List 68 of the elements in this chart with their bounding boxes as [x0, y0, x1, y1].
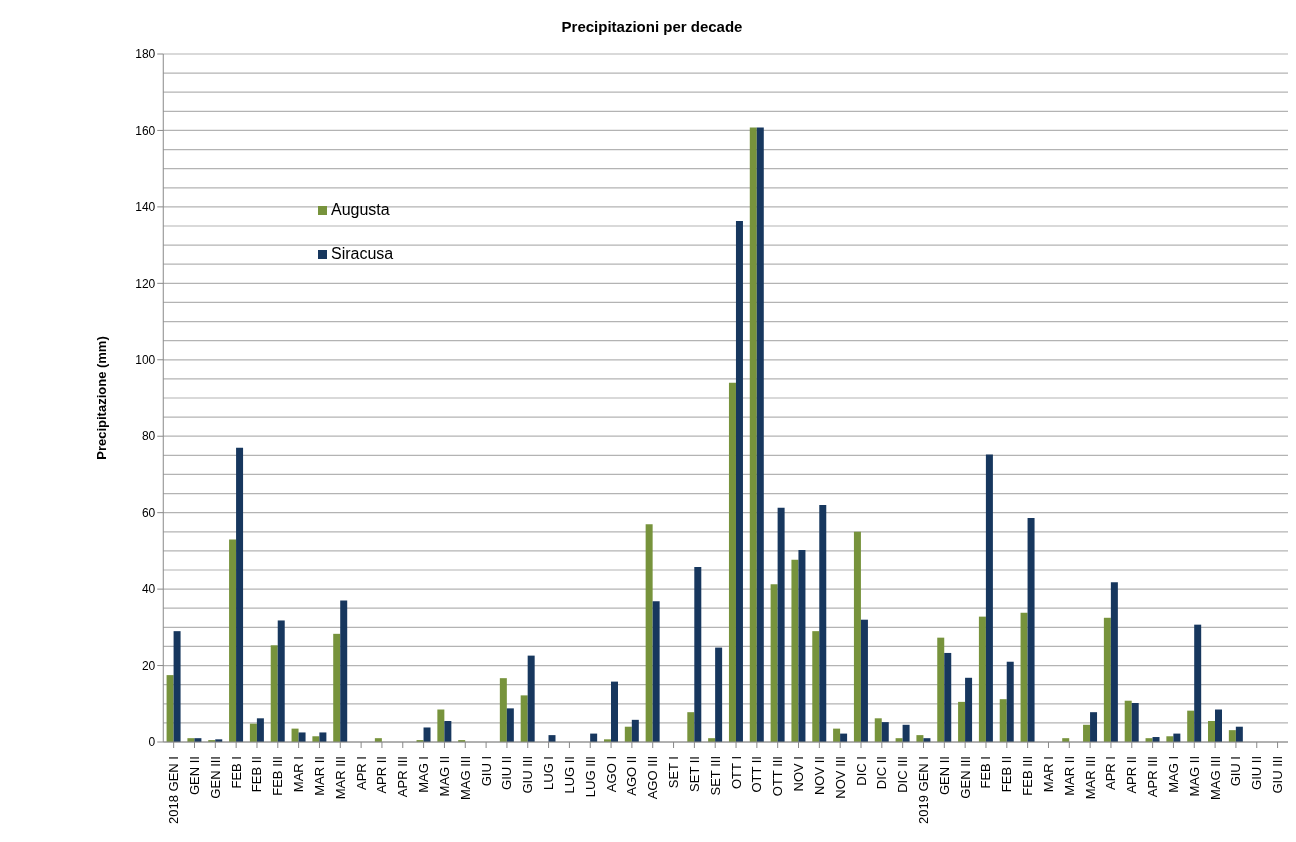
- x-tick-label: AGO II: [624, 756, 640, 796]
- x-tick-label: DIC II: [874, 756, 890, 790]
- x-tick-label: GIU I: [478, 756, 494, 787]
- x-tick-label: MAG III: [1207, 756, 1223, 801]
- x-tick-label: FEB II: [999, 756, 1015, 793]
- x-tick-label: FEB I: [228, 756, 244, 789]
- x-tick-label: DIC I: [853, 756, 869, 786]
- y-tick-label: 140: [135, 200, 156, 215]
- x-tick-label: FEB II: [249, 756, 265, 793]
- x-tick-label: FEB I: [978, 756, 994, 789]
- y-tick-label: 20: [141, 658, 156, 673]
- chart-title: Precipitazioni per decade: [560, 17, 744, 37]
- x-tick-label: SET I: [666, 756, 682, 789]
- x-tick-label: SET II: [686, 756, 702, 792]
- y-tick-label: 180: [135, 47, 156, 62]
- y-axis-title: Precipitazione (mm): [93, 336, 109, 460]
- x-tick-label: GEN II: [186, 756, 202, 796]
- x-tick-label: GEN III: [957, 756, 973, 799]
- x-tick-label: OTT II: [749, 756, 765, 793]
- x-tick-label: NOV I: [791, 756, 807, 792]
- y-tick-label: 40: [141, 582, 156, 597]
- x-tick-label: APR III: [1145, 756, 1161, 798]
- x-tick-label: LUG I: [541, 756, 557, 790]
- x-tick-label: MAR I: [291, 756, 307, 793]
- y-tick-label: 0: [148, 735, 156, 750]
- x-tick-label: MAG III: [457, 756, 473, 801]
- y-tick-label: 60: [141, 505, 156, 520]
- x-tick-label: MAG II: [1186, 756, 1202, 797]
- y-tick-label: 80: [141, 429, 156, 444]
- x-tick-label: AGO III: [645, 756, 661, 800]
- x-tick-label: GEN II: [936, 756, 952, 796]
- x-tick-label: LUG III: [582, 756, 598, 798]
- x-tick-label: MAG I: [1165, 756, 1181, 793]
- x-tick-label: GIU III: [1270, 756, 1286, 794]
- x-tick-label: GIU I: [1228, 756, 1244, 787]
- x-tick-label: SET III: [707, 756, 723, 796]
- legend-label: Siracusa: [331, 245, 394, 262]
- x-tick-label: 2018 GEN I: [166, 756, 182, 824]
- legend-label: Augusta: [331, 201, 390, 218]
- y-tick-label: 100: [135, 353, 156, 368]
- x-tick-label: APR II: [1124, 756, 1140, 794]
- x-tick-label: APR I: [1103, 756, 1119, 790]
- x-tick-label: 2019 GEN I: [916, 756, 931, 824]
- x-tick-label: MAR II: [1061, 756, 1077, 796]
- x-tick-label: FEB III: [1020, 756, 1036, 796]
- x-tick-label: NOV III: [832, 756, 848, 799]
- y-tick-label: 160: [135, 123, 156, 138]
- x-tick-label: LUG II: [561, 756, 577, 794]
- x-tick-label: APR I: [353, 756, 369, 790]
- x-tick-label: APR III: [395, 756, 411, 798]
- x-tick-label: OTT III: [770, 756, 786, 797]
- x-tick-label: OTT I: [728, 756, 744, 789]
- x-tick-label: MAR III: [332, 756, 348, 800]
- x-tick-label: NOV II: [811, 756, 827, 796]
- x-tick-label: MAG I: [416, 756, 432, 793]
- x-tick-label: AGO I: [603, 756, 619, 793]
- x-tick-label: FEB III: [270, 756, 286, 796]
- x-tick-label: MAG II: [436, 756, 452, 797]
- x-tick-label: MAR I: [1040, 756, 1056, 793]
- x-tick-label: GIU II: [1249, 756, 1265, 790]
- x-tick-label: APR II: [374, 756, 390, 794]
- x-tick-label: MAR III: [1082, 756, 1098, 800]
- x-tick-label: GEN III: [207, 756, 223, 799]
- x-tick-label: DIC III: [895, 756, 911, 793]
- x-tick-label: GIU II: [499, 756, 515, 790]
- x-tick-label: MAR II: [311, 756, 327, 796]
- y-tick-label: 120: [135, 276, 156, 291]
- x-tick-label: GIU III: [520, 756, 536, 794]
